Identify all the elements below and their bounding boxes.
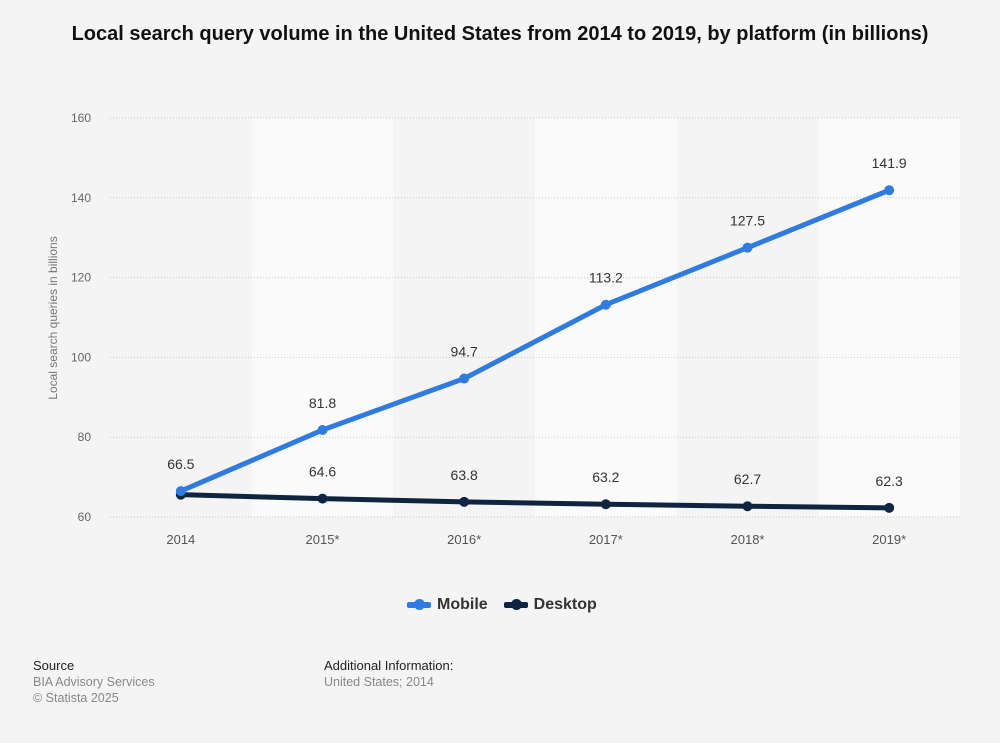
y-tick-label: 140 <box>71 191 91 205</box>
x-tick-label: 2014 <box>166 532 195 547</box>
chart-title: Local search query volume in the United … <box>71 23 929 45</box>
data-point-mobile <box>317 425 328 436</box>
data-label-desktop: 63.8 <box>451 467 478 483</box>
mobile-swatch-icon <box>407 599 431 610</box>
y-tick-label: 60 <box>78 510 92 524</box>
legend: Mobile Desktop <box>407 596 597 614</box>
data-label-mobile: 81.8 <box>309 395 336 411</box>
data-label-mobile: 127.5 <box>730 213 765 229</box>
data-point-desktop <box>600 499 611 510</box>
data-point-desktop <box>317 493 328 504</box>
y-tick-label: 80 <box>78 430 92 444</box>
series-line-desktop <box>180 492 890 511</box>
x-tick-label: 2018* <box>731 532 765 547</box>
data-point-desktop <box>459 496 470 507</box>
copyright: © Statista 2025 <box>33 691 119 705</box>
column-band <box>251 118 394 517</box>
line-chart: 60 80 100 120 140 160 2014 2015* 2016* 2017* 2018*… <box>46 111 960 547</box>
data-label-mobile: 113.2 <box>589 270 623 286</box>
y-axis-label: Local search queries in billions <box>46 236 60 399</box>
data-label-desktop: 62.3 <box>876 473 903 489</box>
data-point-mobile <box>884 185 895 196</box>
x-tick-label: 2015* <box>306 532 340 547</box>
additional-info-block: Additional Information: United States; 2… <box>324 658 453 690</box>
additional-text: United States; 2014 <box>324 675 434 689</box>
x-tick-label: 2017* <box>589 532 623 547</box>
y-tick-label: 160 <box>71 111 91 125</box>
data-label-desktop: 63.2 <box>592 469 619 485</box>
y-tick-label: 100 <box>71 350 91 364</box>
data-point-mobile <box>175 486 186 497</box>
legend-label: Desktop <box>533 596 597 613</box>
desktop-swatch-icon <box>503 599 528 610</box>
source-text[interactable]: BIA Advisory Services <box>33 675 155 689</box>
source-block: Source BIA Advisory Services © Statista … <box>33 658 155 706</box>
legend-item-desktop[interactable]: Desktop <box>503 596 597 614</box>
x-tick-label: 2019* <box>872 532 906 547</box>
y-tick-label: 120 <box>71 271 91 285</box>
data-label-mobile: 141.9 <box>872 155 907 171</box>
legend-item-mobile[interactable]: Mobile <box>407 596 488 614</box>
additional-heading: Additional Information: <box>324 658 454 673</box>
data-label-mobile: 94.7 <box>451 344 478 360</box>
data-label-mobile: 66.5 <box>167 456 194 472</box>
series-line-mobile <box>179 187 891 494</box>
data-point-mobile <box>600 299 611 310</box>
column-band <box>535 118 677 517</box>
column-band <box>818 118 960 517</box>
data-point-desktop <box>742 501 753 512</box>
data-label-desktop: 62.7 <box>734 471 761 487</box>
data-label-desktop: 64.6 <box>309 464 336 480</box>
source-heading: Source <box>33 658 75 673</box>
data-point-mobile <box>459 373 470 384</box>
legend-label: Mobile <box>437 596 488 613</box>
data-point-desktop <box>884 502 895 513</box>
x-tick-label: 2016* <box>447 532 481 547</box>
data-point-mobile <box>742 242 753 253</box>
